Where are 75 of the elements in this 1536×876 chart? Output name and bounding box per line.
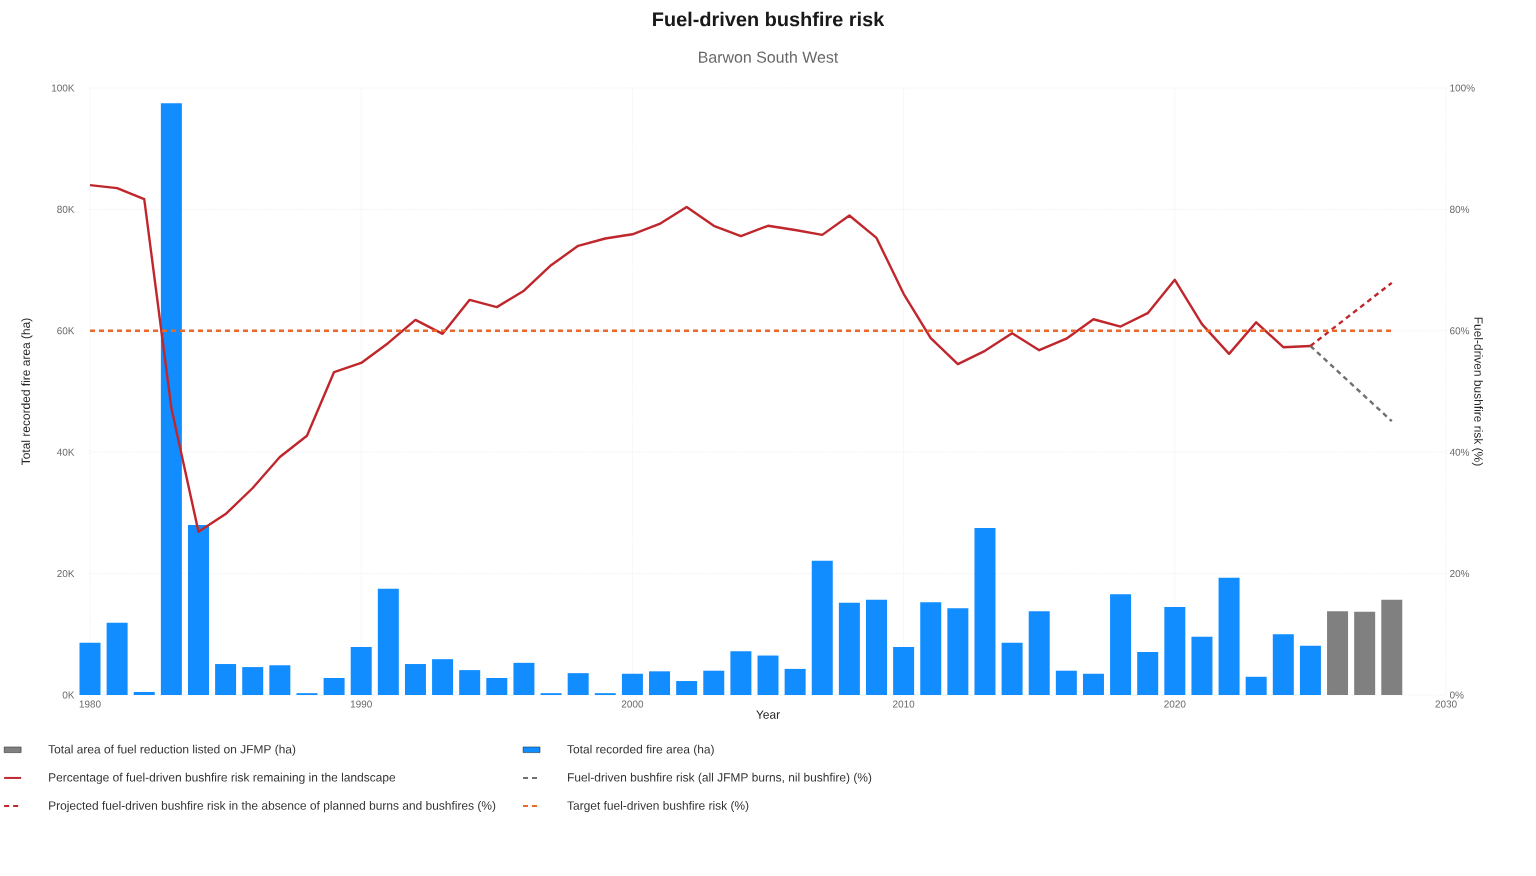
legend-label: Projected fuel-driven bushfire risk in the absence of planned burns and bushfires (%) <box>49 801 496 813</box>
y-tick-label: 100K <box>51 84 75 92</box>
bar <box>866 599 887 695</box>
bar <box>1110 594 1132 695</box>
y-tick-label: 20K <box>57 570 75 578</box>
y2-tick-label: 80% <box>1449 205 1470 213</box>
x-tick-label: 2020 <box>1164 700 1186 708</box>
bar <box>459 670 481 695</box>
bar <box>432 659 454 695</box>
bar <box>404 664 426 695</box>
bar <box>79 642 101 695</box>
bar <box>974 528 996 695</box>
bar <box>106 622 128 695</box>
legend-label: Total area of fuel reduction listed on JFMP (ha) <box>48 744 296 756</box>
bar <box>567 673 589 695</box>
y-tick-label: 0K <box>62 691 75 699</box>
bar <box>1327 611 1349 695</box>
bar <box>838 602 860 695</box>
legend-label: Total recorded fire area (ha) <box>567 744 714 756</box>
bar <box>676 681 698 695</box>
bar <box>784 668 806 695</box>
bar <box>513 662 535 695</box>
legend-label: Target fuel-driven bushfire risk (%) <box>567 801 749 813</box>
bar <box>730 651 752 695</box>
bar <box>757 655 779 695</box>
bar <box>920 602 942 695</box>
x-tick-label: 2030 <box>1435 700 1457 708</box>
y-tick-label: 80K <box>57 205 75 213</box>
chart-subtitle: Barwon South West <box>699 51 839 63</box>
bar <box>1191 636 1213 695</box>
x-tick-label: 2010 <box>893 700 915 708</box>
bar <box>242 667 264 695</box>
bar <box>1245 676 1267 695</box>
y-tick-label: 60K <box>57 327 75 335</box>
legend-label: Percentage of fuel-driven bushfire risk remaining in the landscape <box>49 772 396 784</box>
bar <box>187 525 209 695</box>
bar <box>811 560 833 695</box>
y2-tick-label: 60% <box>1450 327 1470 335</box>
bar <box>621 673 643 695</box>
bar <box>947 608 969 695</box>
bar <box>1354 611 1376 695</box>
y2-axis-title: Fuel-driven bushfire risk (%) <box>1471 317 1483 466</box>
x-axis-title: Year <box>756 710 780 719</box>
y2-tick-label: 20% <box>1450 570 1470 578</box>
bar <box>486 678 508 695</box>
bar <box>377 588 399 695</box>
bar <box>1082 673 1104 695</box>
bar <box>160 103 182 695</box>
y-axis-title: Total recorded fire area (ha) <box>21 318 33 465</box>
bar <box>1272 634 1294 695</box>
bar <box>1001 642 1023 695</box>
y2-tick-label: 40% <box>1449 448 1470 456</box>
x-tick-label: 1990 <box>350 700 372 708</box>
y2-tick-label: 100% <box>1450 84 1475 92</box>
bar <box>1381 599 1403 695</box>
y-tick-label: 40K <box>56 448 75 456</box>
bar <box>893 647 915 695</box>
bar <box>215 664 237 695</box>
legend-label: Fuel-driven bushfire risk (all JFMP burns, nil bushfire) (%) <box>568 772 872 784</box>
bar <box>649 671 671 695</box>
bar <box>1028 611 1050 695</box>
bar <box>350 647 372 695</box>
bar <box>1299 645 1321 695</box>
bar <box>1164 606 1186 695</box>
bar <box>1137 651 1159 695</box>
bar <box>703 670 725 695</box>
bar <box>269 665 291 695</box>
y2-tick-label: 0% <box>1449 691 1464 699</box>
x-tick-label: 1980 <box>79 700 101 708</box>
x-tick-label: 2000 <box>621 700 644 708</box>
bar <box>1055 670 1077 695</box>
bar <box>323 678 345 695</box>
chart-title: Fuel-driven bushfire risk <box>653 11 885 27</box>
bar <box>1218 577 1240 695</box>
bar <box>133 691 155 695</box>
